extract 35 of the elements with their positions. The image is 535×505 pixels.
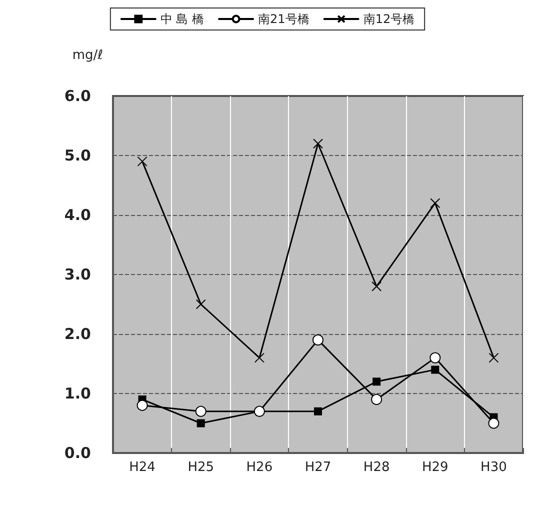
point (254, 352, 264, 363)
point (195, 406, 206, 417)
x-tick-label: H26 (246, 460, 273, 475)
point (313, 138, 323, 149)
point (372, 378, 381, 386)
x-tick-label: H30 (480, 460, 507, 475)
point (430, 198, 440, 208)
x-tick-label: H28 (363, 460, 390, 475)
y-tick-label: 1.0 (64, 384, 91, 402)
point (371, 394, 382, 405)
legend-label: 南21号橋 (258, 12, 310, 26)
y-tick-label: 5.0 (64, 146, 91, 164)
point (488, 418, 500, 429)
point (430, 352, 441, 364)
y-axis-title: mg/ℓ (72, 48, 103, 63)
point (136, 400, 148, 411)
point (314, 407, 322, 416)
legend-label: 南12号橋 (363, 12, 415, 26)
point (372, 281, 382, 292)
legend-label: 中 島 橋 (160, 12, 204, 26)
y-tick-label: 3.0 (64, 266, 91, 284)
point (137, 156, 148, 166)
point (312, 334, 324, 346)
x-tick-label: H29 (422, 460, 448, 475)
point (431, 366, 440, 374)
point (488, 352, 499, 363)
x-tick-label: H25 (188, 460, 214, 475)
point (196, 299, 206, 310)
point (196, 419, 205, 428)
y-tick-label: 2.0 (64, 325, 91, 343)
y-tick-label: 4.0 (64, 206, 91, 224)
y-tick-label: 6.0 (64, 87, 91, 105)
x-tick-label: H24 (129, 460, 156, 475)
x-tick-label: H27 (304, 460, 332, 475)
y-tick-label: 0.0 (64, 444, 91, 462)
